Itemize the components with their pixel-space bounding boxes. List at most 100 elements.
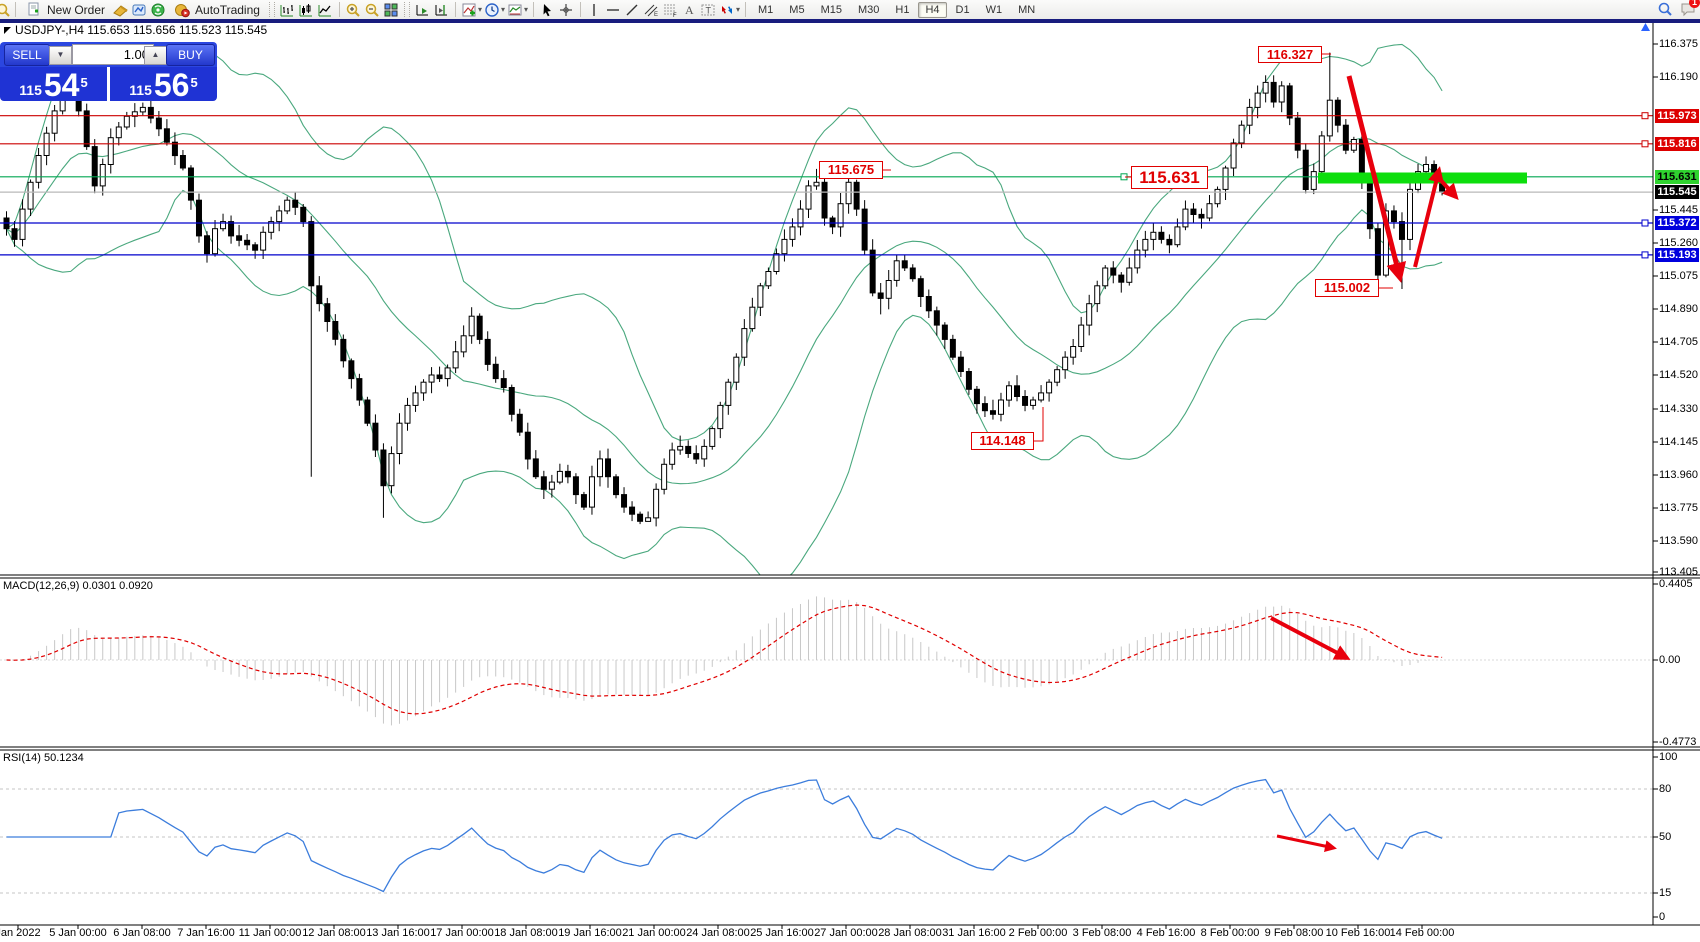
time-axis-label: 25 Jan 16:00 bbox=[750, 927, 814, 939]
text-icon[interactable]: A bbox=[681, 2, 698, 18]
time-axis-label: 6 Jan 08:00 bbox=[113, 927, 171, 939]
price-tick-label: 113.405 bbox=[1659, 566, 1698, 578]
ask-sup: 5 bbox=[190, 75, 198, 90]
scroll-end-marker bbox=[1641, 23, 1650, 31]
timeframe-H4[interactable]: H4 bbox=[918, 1, 947, 18]
chat-icon[interactable]: 1 bbox=[1679, 0, 1700, 17]
timeframe-D1[interactable]: D1 bbox=[955, 3, 970, 16]
candles-layer bbox=[3, 52, 1446, 527]
drawn-arrows[interactable] bbox=[1270, 75, 1459, 853]
chart-window-icon[interactable] bbox=[131, 2, 148, 18]
timeframe-M30[interactable]: M30 bbox=[857, 3, 880, 16]
price-tick-label: 114.145 bbox=[1659, 436, 1698, 448]
rsi-line bbox=[6, 778, 1443, 893]
indicators-icon[interactable] bbox=[461, 2, 478, 18]
time-axis-label: 2 Feb 00:00 bbox=[1008, 927, 1068, 939]
buy-button[interactable]: BUY bbox=[166, 44, 215, 66]
time-axis-label: 14 Feb 00:00 bbox=[1389, 927, 1455, 939]
rsi-pane[interactable] bbox=[0, 778, 1653, 894]
chart-title: USDJPY-,H4 115.653 115.656 115.523 115.5… bbox=[4, 23, 267, 37]
clipped-search-icon[interactable] bbox=[0, 2, 10, 18]
chart-bars-icon[interactable] bbox=[279, 2, 296, 18]
auto-scroll-icon[interactable] bbox=[414, 2, 431, 18]
time-axis-label: 7 Jan 16:00 bbox=[177, 927, 235, 939]
trendline-icon[interactable] bbox=[624, 2, 641, 18]
autotrading-icon bbox=[174, 2, 191, 18]
time-axis-label: 18 Jan 08:00 bbox=[494, 927, 558, 939]
timeframe-M5[interactable]: M5 bbox=[789, 3, 805, 16]
timeframe-M15[interactable]: M15 bbox=[820, 3, 842, 16]
main-price-pane[interactable] bbox=[0, 42, 1653, 583]
shapes-caret[interactable]: ▾ bbox=[736, 5, 741, 14]
subwindow-marker[interactable] bbox=[4, 26, 11, 34]
chart-candles-icon[interactable] bbox=[298, 2, 315, 18]
volume-increase-button[interactable]: ▲ bbox=[144, 46, 167, 65]
price-tag-115.372: 115.372 bbox=[1655, 216, 1699, 230]
cursor-icon[interactable] bbox=[539, 2, 556, 18]
bollinger-middle bbox=[6, 132, 1443, 485]
macd-pane[interactable] bbox=[0, 596, 1653, 726]
timeframe-M1[interactable]: M1 bbox=[758, 3, 774, 16]
bid-sup: 5 bbox=[80, 75, 88, 90]
fibonacci-icon[interactable]: F bbox=[662, 2, 679, 18]
price-callout-115.631[interactable]: 115.631 bbox=[1131, 166, 1208, 189]
arrows-shapes-icon[interactable] bbox=[719, 2, 736, 18]
volume-input[interactable] bbox=[72, 44, 154, 65]
chart-window[interactable]: USDJPY-,H4 115.653 115.656 115.523 115.5… bbox=[0, 23, 1700, 942]
rsi-axis-label: 50 bbox=[1659, 831, 1672, 843]
timeframe-W1[interactable]: W1 bbox=[985, 3, 1003, 16]
periods-caret[interactable]: ▾ bbox=[500, 5, 505, 14]
price-tick-label: 114.705 bbox=[1659, 336, 1698, 348]
timeframe-H1[interactable]: H1 bbox=[895, 3, 910, 16]
ask-price[interactable]: 115 56 5 bbox=[110, 67, 217, 101]
tile-windows-icon[interactable] bbox=[383, 2, 400, 18]
new-order-button[interactable]: New Order bbox=[21, 1, 110, 18]
vertical-line-icon[interactable] bbox=[586, 2, 603, 18]
gold-wedge-icon[interactable] bbox=[112, 2, 129, 18]
rsi-axis-label: 100 bbox=[1659, 751, 1678, 763]
toolbar-grip bbox=[268, 2, 275, 17]
chart-shift-icon[interactable] bbox=[433, 2, 450, 18]
toolbar-separator bbox=[338, 2, 340, 17]
ask-big: 56 bbox=[153, 67, 190, 103]
price-callout-116.327[interactable]: 116.327 bbox=[1258, 46, 1322, 63]
sell-button[interactable]: SELL bbox=[4, 44, 50, 66]
chart-line-icon[interactable] bbox=[317, 2, 334, 18]
text-label-icon[interactable]: T bbox=[700, 2, 717, 18]
price-tick-label: 114.330 bbox=[1659, 403, 1698, 415]
equidistant-channel-icon[interactable]: E bbox=[643, 2, 660, 18]
price-callout-115.675[interactable]: 115.675 bbox=[819, 161, 883, 179]
zoom-out-icon[interactable] bbox=[364, 2, 381, 18]
notification-badge: 1 bbox=[1689, 0, 1700, 8]
macd-label: MACD(12,26,9) 0.0301 0.0920 bbox=[3, 580, 153, 592]
macd-axis-label: -0.4773 bbox=[1659, 736, 1697, 748]
time-axis-label: 13 Jan 16:00 bbox=[366, 927, 430, 939]
templates-icon[interactable] bbox=[507, 2, 524, 18]
signals-icon[interactable] bbox=[150, 2, 167, 18]
green-resistance-band[interactable] bbox=[1318, 172, 1527, 184]
periods-clock-icon[interactable] bbox=[484, 2, 501, 18]
bid-price[interactable]: 115 54 5 bbox=[0, 67, 107, 101]
price-callout-114.148[interactable]: 114.148 bbox=[971, 432, 1034, 450]
crosshair-icon[interactable] bbox=[558, 2, 575, 18]
volume-decrease-button[interactable]: ▼ bbox=[49, 46, 72, 65]
toolbar-grip bbox=[403, 2, 410, 17]
templates-caret[interactable]: ▾ bbox=[523, 5, 528, 14]
price-tick-label: 115.260 bbox=[1659, 237, 1698, 249]
indicators-caret[interactable]: ▾ bbox=[477, 5, 482, 14]
timeframe-MN[interactable]: MN bbox=[1018, 3, 1036, 16]
autotrading-button[interactable]: AutoTrading bbox=[169, 1, 265, 18]
chart-window-top-border bbox=[0, 19, 1700, 23]
time-axis-label: 19 Jan 16:00 bbox=[558, 927, 622, 939]
rsi-axis-label: 0 bbox=[1659, 911, 1666, 923]
time-axis-label: 4 Feb 16:00 bbox=[1136, 927, 1196, 939]
horizontal-line-icon[interactable] bbox=[605, 2, 622, 18]
price-callout-115.002[interactable]: 115.002 bbox=[1315, 279, 1379, 297]
zoom-in-icon[interactable] bbox=[345, 2, 362, 18]
new-order-label: New Order bbox=[47, 2, 106, 17]
time-axis-label: 8 Feb 00:00 bbox=[1200, 927, 1260, 939]
price-tick-label: 114.890 bbox=[1659, 303, 1698, 315]
search-icon[interactable] bbox=[1656, 1, 1673, 17]
time-axis-label: 3 Feb 08:00 bbox=[1072, 927, 1132, 939]
